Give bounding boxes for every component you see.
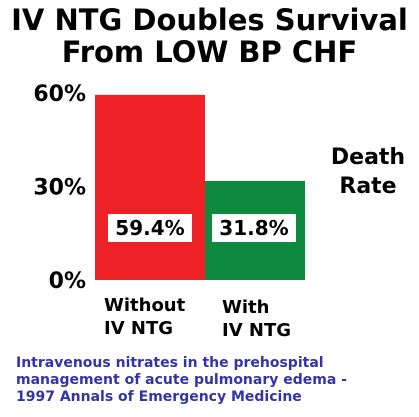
bar-without-iv-ntg — [95, 94, 205, 281]
chart-title-line-1: IV NTG Doubles Survival — [11, 3, 408, 37]
data-label-without-iv-ntg: 59.4% — [115, 216, 184, 240]
x-category-label-without-line-1: Without — [104, 295, 186, 316]
y-axis-label-line-1: Death — [330, 145, 406, 170]
y-tick-label-60: 60% — [33, 82, 86, 107]
y-tick-label-0: 0% — [49, 269, 86, 294]
x-category-label-with-line-1: With — [222, 297, 270, 318]
data-label-with-iv-ntg: 31.8% — [219, 216, 288, 240]
citation-line-1: Intravenous nitrates in the prehospital — [16, 355, 324, 371]
data-label-without-iv-ntg-box — [108, 214, 192, 242]
data-label-with-iv-ntg-box — [212, 214, 296, 242]
chart-title-line-2: From LOW BP CHF — [61, 35, 358, 69]
citation-line-3: 1997 Annals of Emergency Medicine — [16, 389, 302, 405]
x-category-label-with-line-2: IV NTG — [222, 320, 292, 341]
y-axis-label-line-2: Rate — [339, 174, 397, 199]
x-category-label-without-line-2: IV NTG — [104, 318, 174, 339]
citation-line-2: management of acute pulmonary edema - — [16, 372, 347, 388]
y-tick-label-30: 30% — [33, 176, 86, 201]
